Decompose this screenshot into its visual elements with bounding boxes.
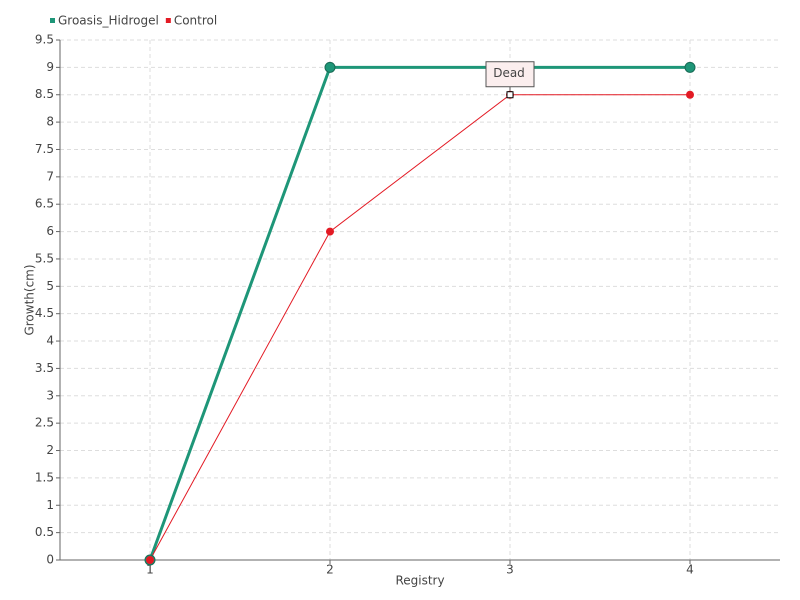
y-tick-label: 7 [46,169,54,183]
y-tick-label: 0.5 [35,525,54,539]
x-axis-label: Registry [395,574,444,588]
y-tick-label: 5 [46,279,54,293]
data-point [146,556,154,564]
annotation-marker [506,91,514,99]
x-tick-label: 2 [326,563,334,577]
legend-label: Control [174,14,217,28]
x-tick-label: 4 [686,563,694,577]
legend-swatch [165,18,171,23]
y-tick-label: 3 [46,388,54,402]
y-tick-label: 4 [46,334,54,348]
data-point [326,227,334,236]
y-tick-label: 9.5 [35,33,54,47]
y-tick-label: 8 [46,115,54,129]
y-tick-label: 9 [46,60,54,74]
data-point [684,61,696,73]
y-tick-label: 1.5 [35,470,54,484]
y-tick-label: 1 [46,498,54,512]
y-tick-label: 5.5 [35,251,54,265]
y-tick-label: 0 [46,553,54,567]
y-tick-label: 4.5 [35,306,54,320]
y-tick-label: 7.5 [35,142,54,156]
legend-label: Groasis_Hidrogel [58,14,159,28]
y-axis-label: Growth(cm) [23,264,37,335]
series-line [148,65,690,561]
data-point [686,90,694,99]
y-tick-label: 2.5 [35,416,54,430]
y-tick-label: 3.5 [35,361,54,375]
x-tick-label: 1 [146,563,154,577]
legend-swatch [50,18,55,23]
y-tick-label: 8.5 [35,87,54,101]
annotation-box [485,61,535,88]
x-tick-label: 3 [506,563,514,577]
data-point [324,61,336,73]
series-line [149,94,690,561]
y-tick-label: 6.5 [35,197,54,211]
y-tick-label: 2 [46,443,54,457]
y-tick-label: 6 [46,224,54,238]
annotation-text: Dead [493,66,525,80]
